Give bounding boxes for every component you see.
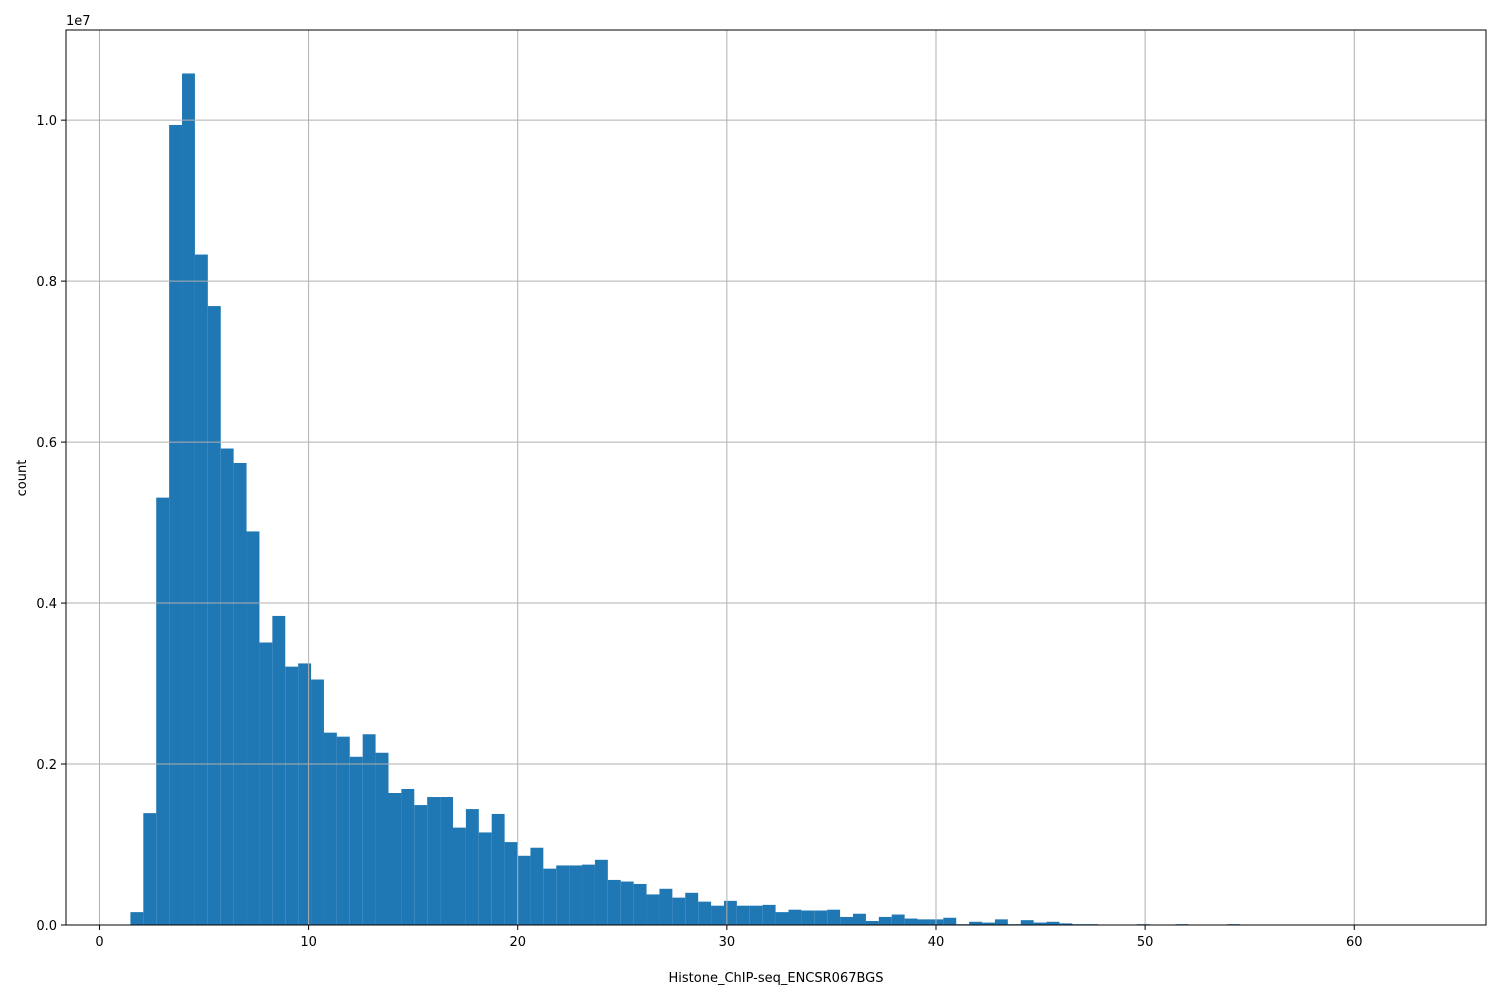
y-tick-label: 0.8 xyxy=(36,275,57,290)
bar xyxy=(762,904,776,925)
bar xyxy=(143,813,157,925)
plot-frame xyxy=(65,29,1487,926)
bar xyxy=(427,797,441,925)
bar xyxy=(620,881,634,925)
bar xyxy=(646,894,660,925)
bar xyxy=(1020,920,1034,925)
bar xyxy=(749,905,763,925)
bar xyxy=(685,892,699,925)
bar xyxy=(1059,923,1073,925)
bar xyxy=(272,615,286,925)
bar xyxy=(517,855,531,925)
x-tick-label: 40 xyxy=(928,935,945,950)
bar xyxy=(814,910,828,925)
bar xyxy=(865,920,879,925)
bar xyxy=(182,73,195,926)
bar xyxy=(801,910,815,925)
x-tick-label: 60 xyxy=(1346,935,1363,950)
y-tick-label: 0.6 xyxy=(36,436,57,451)
y-tick-label: 1.0 xyxy=(36,114,57,129)
bar xyxy=(878,916,892,925)
bar xyxy=(414,805,428,925)
bar xyxy=(943,917,957,925)
bar xyxy=(582,864,595,925)
bar xyxy=(130,912,144,925)
bar xyxy=(233,463,247,925)
bar xyxy=(452,827,466,925)
x-tick-label: 50 xyxy=(1137,935,1154,950)
y-axis-label: count xyxy=(15,460,30,497)
bar xyxy=(672,897,686,925)
bar xyxy=(156,497,170,925)
bar xyxy=(220,448,234,925)
bar xyxy=(1046,921,1060,925)
bar xyxy=(698,901,712,925)
bar xyxy=(388,793,402,925)
y-tick-label: 0.2 xyxy=(36,758,57,773)
bar xyxy=(465,809,479,925)
bar xyxy=(917,919,931,925)
bar xyxy=(285,666,299,925)
bar xyxy=(840,916,854,925)
bar xyxy=(543,868,557,925)
bar xyxy=(530,847,544,925)
bar xyxy=(994,919,1008,925)
bar xyxy=(207,306,221,925)
bar xyxy=(478,832,492,925)
bar xyxy=(607,879,621,925)
x-tick-label: 0 xyxy=(95,935,103,950)
bar xyxy=(336,736,350,925)
x-tick-label: 30 xyxy=(719,935,736,950)
bar xyxy=(775,912,789,925)
bar xyxy=(788,909,802,925)
bar xyxy=(375,752,389,925)
bar xyxy=(556,865,570,925)
x-tick-label: 20 xyxy=(509,935,526,950)
bar xyxy=(349,756,363,925)
bar xyxy=(723,900,737,925)
offset-label: 1e7 xyxy=(66,14,91,29)
bar xyxy=(401,788,415,925)
bar xyxy=(323,732,337,925)
bar xyxy=(1033,922,1047,925)
bar xyxy=(194,254,208,925)
bar xyxy=(491,813,505,925)
bar xyxy=(504,842,518,925)
bar xyxy=(298,663,312,925)
bar xyxy=(246,531,260,925)
x-tick-label: 10 xyxy=(300,935,317,950)
bar xyxy=(659,888,673,925)
bar xyxy=(891,914,905,925)
bar xyxy=(169,124,183,925)
bar xyxy=(969,921,983,925)
bar xyxy=(440,797,453,925)
bar xyxy=(930,919,944,925)
x-axis-label: Histone_ChIP-seq_ENCSR067BGS xyxy=(669,971,884,986)
bar xyxy=(362,734,376,925)
y-tick-label: 0.4 xyxy=(36,597,57,612)
bar xyxy=(827,909,841,925)
bar xyxy=(569,865,583,925)
bar xyxy=(311,679,324,925)
y-tick-label: 0.0 xyxy=(36,919,57,934)
bar xyxy=(633,883,647,925)
bar xyxy=(711,905,724,925)
bar xyxy=(736,905,750,925)
bar xyxy=(904,918,918,925)
bar xyxy=(853,913,866,925)
bar xyxy=(594,859,608,925)
bar xyxy=(259,642,273,925)
bar xyxy=(982,922,995,925)
